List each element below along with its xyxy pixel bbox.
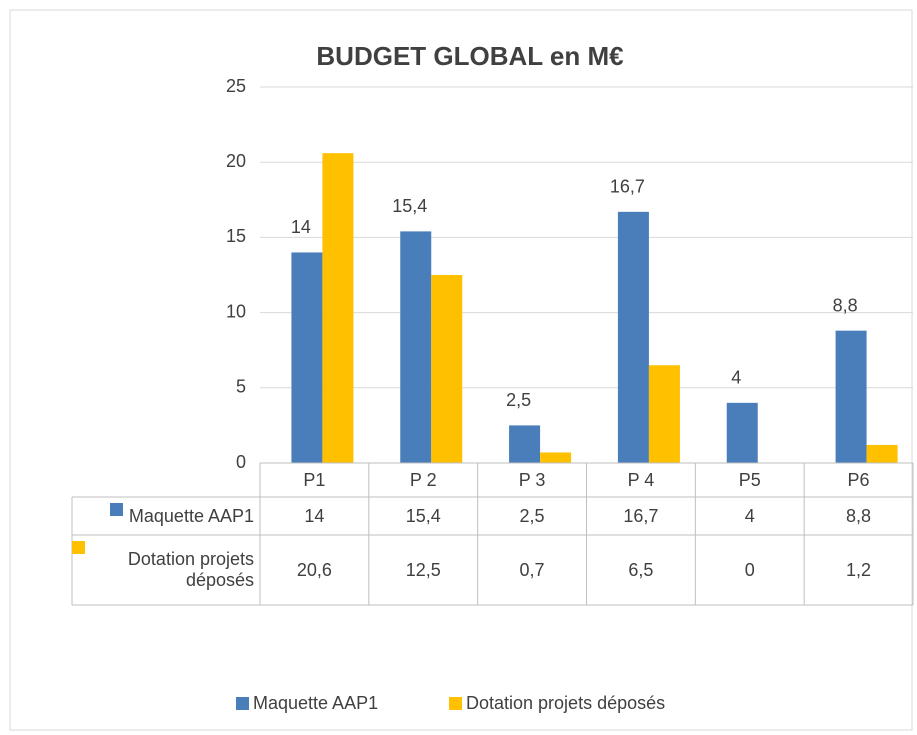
table-cell: 6,5 [628,559,654,580]
row-header-text: Dotation projets déposés [127,549,254,590]
legend-swatch [449,697,462,710]
bar [540,452,572,463]
legend-key [72,541,85,554]
data-label: 14 [291,217,311,237]
table-cell: 2,5 [519,505,545,526]
y-tick-label: 25 [226,76,246,96]
category-cell: P5 [738,469,761,490]
table-cell: 8,8 [846,505,872,526]
data-label: 15,4 [392,196,427,216]
table-cell: 1,2 [846,559,872,580]
data-label: 8,8 [833,295,858,315]
y-tick-label: 10 [226,301,246,321]
bar [322,153,354,463]
y-tick-label: 20 [226,151,246,171]
bar [291,252,323,463]
row-header: Dotation projets déposés [72,535,260,605]
category-cell: P1 [303,469,326,490]
table-cell: 12,5 [405,559,441,580]
legend-label: Maquette AAP1 [253,693,378,713]
table-cell: 14 [304,505,325,526]
category-cell: P 3 [518,469,546,490]
chart-title: BUDGET GLOBAL en M€ [316,41,623,71]
row-header-text: Maquette AAP1 [128,505,254,526]
y-tick-label: 5 [236,377,246,397]
legend-label: Dotation projets déposés [466,693,665,713]
category-cell: P 4 [627,469,655,490]
row-header: Maquette AAP1 [72,497,260,535]
legend-key [109,503,123,516]
bar [726,402,758,463]
data-label: 4 [731,368,741,388]
bar [648,365,680,463]
table-cell: 0 [744,559,755,580]
bar [509,425,541,463]
table-cell: 0,7 [519,559,545,580]
table-cell: 20,6 [296,559,332,580]
bar [835,330,867,463]
bar [617,211,649,463]
table-cell: 15,4 [405,505,441,526]
y-tick-label: 0 [236,452,246,472]
data-label: 16,7 [610,177,645,197]
bar [400,231,432,463]
category-cell: P 2 [409,469,437,490]
legend-swatch [236,697,249,710]
table-cell: 4 [744,505,755,526]
y-tick-label: 15 [226,226,246,246]
bar [866,444,898,463]
bar [431,275,463,463]
data-label: 2,5 [506,390,531,410]
table-cell: 16,7 [623,505,659,526]
category-cell: P6 [847,469,870,490]
